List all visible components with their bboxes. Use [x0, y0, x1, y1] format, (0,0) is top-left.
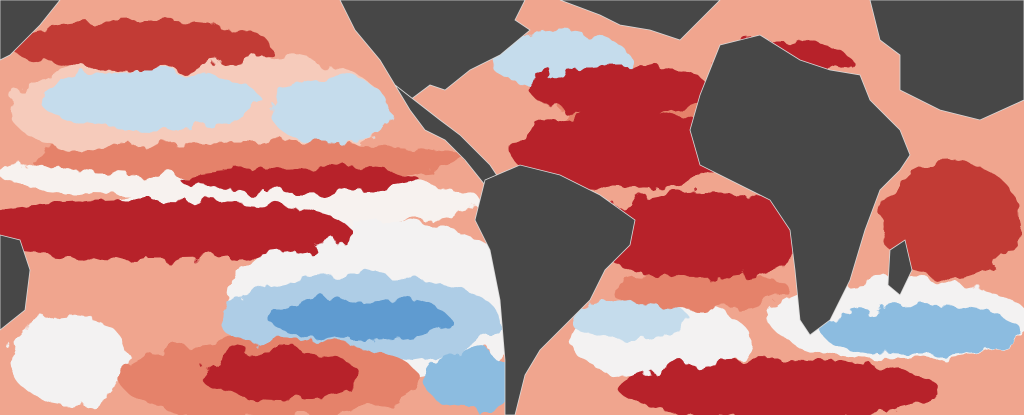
patch	[10, 315, 130, 405]
patch	[180, 168, 420, 192]
patch	[10, 20, 270, 70]
patch	[880, 160, 1020, 280]
patch	[270, 75, 390, 145]
patch	[620, 360, 940, 415]
patch	[570, 300, 690, 340]
land-north-america	[339, 0, 531, 101]
patch	[425, 350, 515, 410]
patch	[30, 142, 470, 178]
patch	[590, 190, 810, 280]
land-africa	[689, 34, 911, 336]
land-madagascar	[887, 239, 913, 296]
land-asia-north	[0, 0, 61, 61]
patch	[270, 298, 450, 342]
land-eurasia	[869, 0, 1024, 121]
patch	[510, 110, 730, 190]
patch	[40, 70, 260, 130]
anomaly-patches	[0, 20, 1024, 415]
land-greenland	[559, 0, 721, 41]
land-south-america	[474, 164, 636, 415]
patch	[610, 270, 790, 310]
patch	[530, 65, 710, 115]
patch	[200, 350, 360, 400]
patch	[0, 200, 350, 260]
patch	[820, 305, 1020, 355]
land-australia	[0, 234, 31, 331]
